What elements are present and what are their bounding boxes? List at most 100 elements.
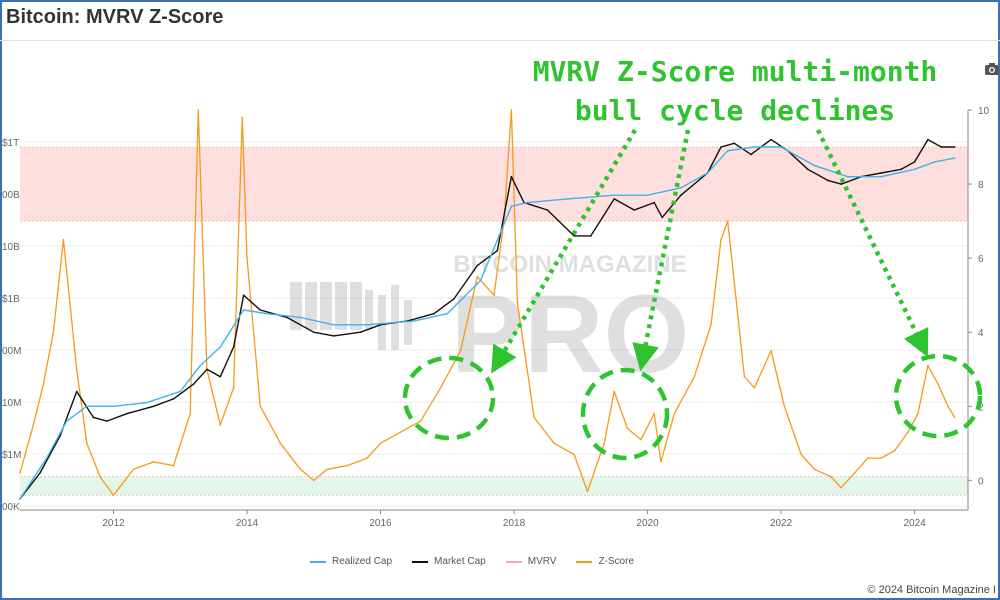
data-point	[326, 468, 328, 471]
left-tick-label: 00B	[2, 190, 20, 201]
data-point	[45, 457, 48, 459]
x-tick-label: 2012	[102, 518, 125, 529]
data-point	[640, 438, 642, 441]
data-point	[496, 249, 499, 252]
data-point	[720, 146, 722, 148]
data-point	[146, 401, 148, 404]
data-point	[197, 109, 200, 111]
data-point	[813, 164, 816, 167]
data-point	[85, 405, 88, 408]
legend-swatch	[505, 560, 522, 563]
data-point	[900, 168, 903, 171]
data-point	[112, 494, 115, 496]
highlight-circle	[402, 355, 496, 441]
data-point	[379, 442, 382, 445]
data-point	[241, 116, 244, 119]
chart-legend: Realized Cap Market Cap MVRV Z-Score	[310, 556, 634, 567]
data-point	[476, 275, 479, 278]
data-point	[105, 420, 108, 422]
legend-swatch	[412, 560, 429, 563]
data-point	[75, 368, 78, 371]
legend-label: Realized Cap	[332, 556, 393, 567]
data-point	[840, 486, 842, 489]
data-point	[927, 364, 929, 367]
data-point	[770, 138, 772, 141]
legend-item[interactable]: Realized Cap	[310, 556, 392, 567]
right-tick-label: 0	[978, 476, 984, 487]
x-tick-label: 2020	[636, 518, 659, 529]
data-point	[152, 461, 155, 463]
data-point	[459, 349, 462, 352]
data-point	[750, 153, 752, 156]
x-tick-label: 2024	[903, 518, 926, 529]
data-point	[152, 405, 155, 408]
data-point	[680, 194, 682, 196]
header-divider	[0, 40, 1000, 41]
data-point	[840, 183, 842, 185]
data-point	[132, 468, 135, 471]
data-point	[413, 320, 415, 322]
data-point	[219, 424, 222, 426]
data-point	[726, 149, 729, 152]
data-point	[706, 172, 709, 174]
annotation-arrow	[632, 129, 691, 372]
data-point	[806, 168, 809, 171]
data-point	[646, 194, 649, 196]
watermark-top-text: BITCOIN MAGAZINE	[453, 251, 686, 278]
data-point	[847, 175, 849, 178]
annotation-marks	[402, 128, 983, 461]
data-point	[399, 431, 402, 434]
data-point	[953, 416, 956, 419]
data-point	[366, 324, 368, 326]
data-point	[710, 324, 712, 326]
data-point	[359, 331, 362, 334]
data-point	[553, 442, 555, 445]
data-point	[42, 383, 45, 385]
zone-overvalued	[20, 147, 968, 222]
legend-item[interactable]: Market Cap	[412, 556, 486, 567]
data-point	[783, 405, 786, 408]
data-point	[192, 383, 195, 385]
data-point	[479, 279, 482, 282]
data-point	[590, 235, 592, 237]
data-point	[446, 312, 449, 315]
data-point	[880, 172, 883, 174]
legend-item[interactable]: MVRV	[505, 556, 556, 567]
data-point	[913, 168, 916, 171]
left-tick-label: $1B	[2, 294, 20, 305]
data-point	[39, 472, 41, 474]
x-tick-label: 2022	[770, 518, 793, 529]
data-point	[830, 475, 832, 478]
watermark: BITCOIN MAGAZINE PRO	[290, 251, 689, 396]
data-point	[603, 442, 605, 445]
data-point	[743, 375, 746, 378]
annotation-text: MVRV Z-Score multi-month bull cycle decl…	[500, 52, 970, 130]
data-point	[813, 468, 816, 471]
data-point	[853, 472, 856, 474]
data-point	[516, 301, 519, 304]
camera-icon[interactable]	[984, 62, 1000, 76]
data-point	[179, 390, 182, 393]
data-point	[332, 324, 335, 326]
data-point	[880, 175, 883, 178]
watermark-logo-icon	[290, 282, 412, 350]
right-tick-label: 2	[978, 402, 984, 413]
data-point	[586, 490, 589, 493]
left-tick-label: 10M	[2, 398, 21, 409]
data-point	[937, 383, 939, 385]
data-point	[99, 475, 101, 478]
copyright-text: © 2024 Bitcoin Magazine I	[867, 584, 996, 596]
data-point	[613, 198, 615, 200]
left-tick-label: $1M	[2, 450, 21, 461]
left-tick-label: 10B	[2, 242, 20, 253]
data-point	[753, 146, 756, 148]
highlight-circle	[580, 367, 670, 461]
data-point	[653, 412, 656, 415]
annotation-line-1: MVRV Z-Score multi-month	[532, 55, 938, 88]
data-point	[62, 238, 65, 241]
data-point	[299, 468, 302, 471]
data-point	[199, 364, 202, 367]
data-point	[172, 464, 175, 467]
legend-item[interactable]: Z-Score	[576, 556, 634, 567]
